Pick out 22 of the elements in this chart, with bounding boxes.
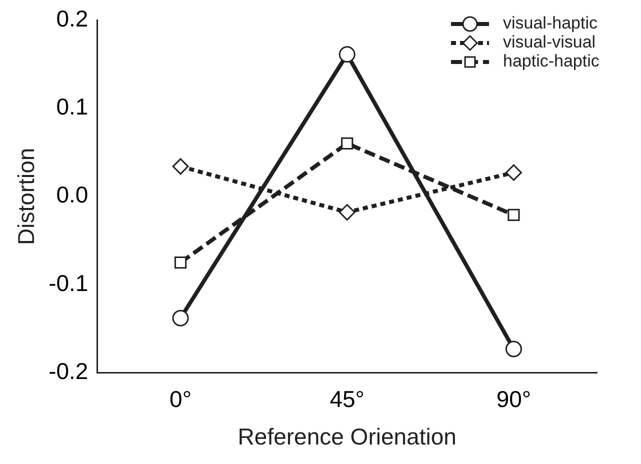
y-tick-label: -0.2 [48, 358, 88, 384]
point [508, 208, 520, 221]
x-axis-title: Reference Orienation [238, 424, 456, 450]
y-tick-label: 0.0 [56, 182, 88, 208]
legend-label: visual-haptic [503, 14, 598, 33]
x-tick-label: 0° [170, 386, 192, 412]
legend-label: visual-visual [503, 32, 596, 52]
legend-label: haptic-haptic [503, 52, 600, 71]
point [172, 158, 189, 175]
y-tick-label: -0.1 [48, 270, 88, 296]
point [505, 340, 522, 358]
point [505, 164, 522, 181]
y-tick-label: 0.1 [56, 94, 88, 120]
point [338, 204, 356, 221]
point [174, 256, 187, 269]
point [172, 310, 189, 326]
point [341, 137, 354, 150]
x-tick-label: 45° [330, 386, 365, 412]
y-tick-label: 0.2 [56, 5, 88, 32]
x-tick-label: 90° [496, 386, 532, 412]
point [338, 46, 356, 63]
y-axis-title: Distortion [13, 148, 40, 245]
